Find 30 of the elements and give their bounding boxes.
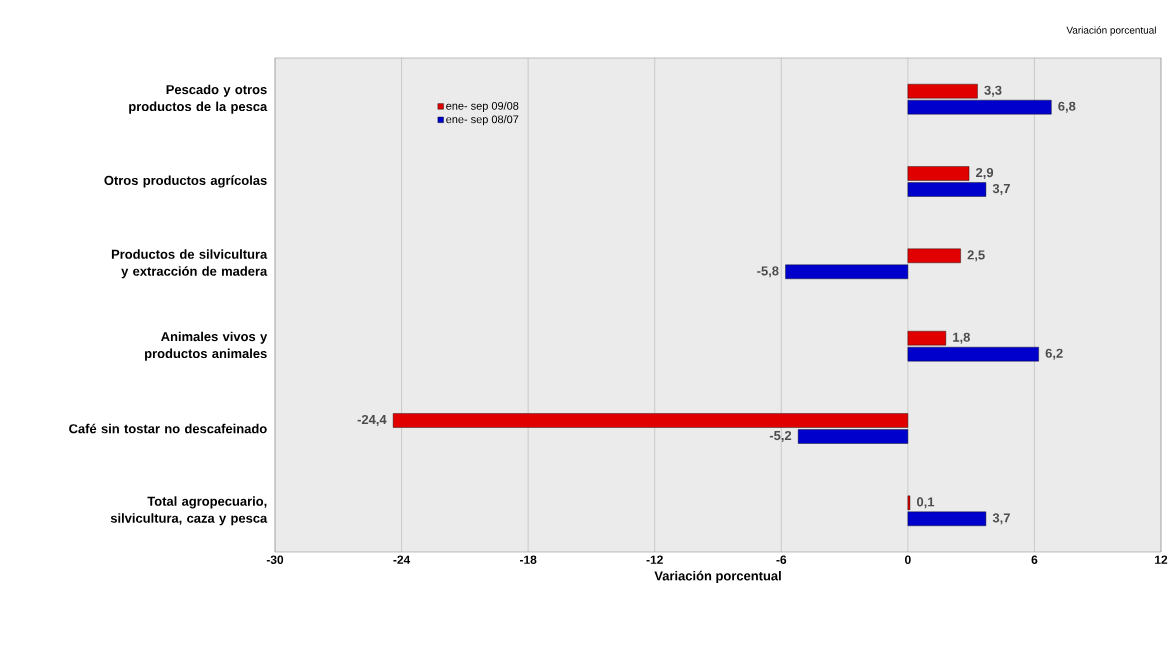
data-label: 6,8 bbox=[1058, 101, 1076, 113]
y-tick-label: Productos de silvicultura y extracción de madera bbox=[111, 249, 268, 279]
data-label: 2,9 bbox=[976, 167, 994, 180]
legend-label: ene- sep 08/07 bbox=[446, 115, 519, 126]
data-label: -24,4 bbox=[357, 414, 387, 427]
legend-label: ene- sep 09/08 bbox=[446, 101, 519, 112]
data-label: 0,1 bbox=[917, 497, 935, 509]
data-label: 2,5 bbox=[967, 250, 985, 262]
x-axis-title: Variación porcentual bbox=[654, 570, 781, 584]
x-tick-label: 0 bbox=[905, 555, 911, 564]
x-tick-label: -18 bbox=[519, 555, 537, 564]
data-label: 3,7 bbox=[992, 183, 1010, 196]
data-label: 3,7 bbox=[992, 513, 1010, 525]
x-tick-label: 6 bbox=[1031, 555, 1038, 564]
data-label: 3,3 bbox=[984, 85, 1002, 97]
chart-subtitle: Variación porcentual bbox=[1066, 26, 1156, 36]
y-tick-label: Otros productos agrícolas bbox=[104, 175, 267, 188]
x-tick-label: -30 bbox=[266, 555, 284, 564]
x-tick-label: -6 bbox=[776, 555, 787, 564]
x-tick-label: -24 bbox=[393, 555, 411, 564]
x-tick-label: 12 bbox=[1155, 555, 1168, 564]
y-tick-label: Animales vivos y productos animales bbox=[145, 331, 268, 361]
y-tick-label: Café sin tostar no descafeinado bbox=[69, 423, 267, 434]
y-tick-label: Total agropecuario, silvicultura, caza y pesca bbox=[110, 496, 268, 526]
data-label: -5,8 bbox=[757, 266, 779, 278]
data-label: 6,2 bbox=[1045, 348, 1063, 360]
y-tick-label: Pescado y otros productos de la pesca bbox=[129, 84, 268, 114]
data-label: -5,2 bbox=[769, 430, 792, 443]
data-label: 1,8 bbox=[953, 332, 970, 344]
x-tick-label: -12 bbox=[646, 555, 663, 564]
